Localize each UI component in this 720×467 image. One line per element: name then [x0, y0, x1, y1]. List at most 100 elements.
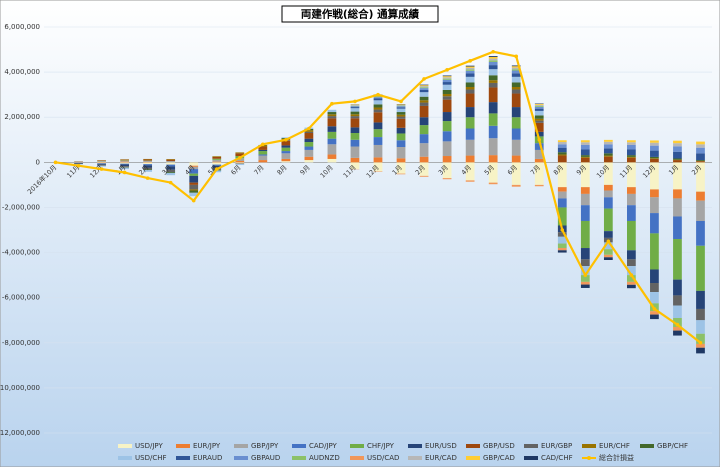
legend-swatch	[292, 444, 306, 448]
bar-segment	[557, 232, 567, 237]
bar-segment	[696, 200, 705, 221]
bar-segment	[488, 75, 498, 81]
line-marker	[261, 142, 265, 147]
bar-segment	[350, 139, 360, 147]
bar-segment	[488, 155, 498, 163]
bar-segment	[511, 117, 521, 129]
bar-segment	[603, 153, 613, 156]
bar-segment	[373, 162, 383, 172]
bar-segment	[350, 133, 360, 140]
bar-segment	[488, 69, 498, 76]
bar-segment	[534, 118, 544, 121]
bar-segment	[627, 144, 636, 150]
bar-segment	[373, 98, 383, 101]
bar-segment	[603, 242, 613, 250]
bar-segment	[534, 122, 544, 132]
bar-segment	[673, 239, 682, 280]
line-marker	[237, 156, 242, 160]
bar-segment	[557, 147, 567, 153]
y-tick-label: -4,000,000	[2, 249, 40, 257]
bar-segment	[396, 116, 406, 119]
bar-segment	[396, 107, 406, 109]
bar-segment	[465, 82, 475, 87]
bar-segment	[189, 190, 199, 193]
bar-segment	[465, 69, 475, 71]
bar-segment	[557, 243, 567, 249]
bar-segment	[373, 96, 383, 98]
bar-segment	[396, 158, 406, 163]
bar-segment	[373, 104, 383, 108]
bar-segment	[534, 115, 544, 119]
bar-segment	[166, 172, 176, 173]
bar-segment	[650, 158, 659, 159]
bar-segment	[534, 143, 544, 150]
legend-label: EUR/GBP	[541, 442, 572, 450]
bar-segment	[327, 131, 337, 139]
bar-segment	[465, 155, 475, 163]
bar-segment	[396, 140, 406, 147]
bar-segment	[419, 86, 429, 88]
bar-segment	[442, 156, 452, 163]
legend-swatch	[582, 444, 596, 448]
legend-swatch	[118, 456, 132, 460]
bar-segment	[673, 140, 682, 144]
bar-segment	[488, 56, 498, 57]
bar-segment	[511, 73, 521, 77]
bar-segment	[511, 93, 521, 108]
bar-segment	[627, 187, 636, 194]
bar-segment	[580, 259, 590, 267]
line-marker	[537, 137, 542, 142]
bar-segment	[189, 173, 199, 176]
bar-segment	[373, 100, 383, 105]
bar-segment	[465, 73, 475, 77]
bar-segment	[696, 153, 705, 161]
bar-segment	[258, 151, 268, 155]
bar-segment	[304, 131, 314, 134]
legend-swatch	[176, 444, 190, 448]
bar-segment	[419, 105, 429, 118]
bar-segment	[488, 87, 498, 103]
line-marker	[307, 126, 311, 131]
bar-segment	[511, 76, 521, 83]
bar-segment	[650, 142, 659, 146]
legend-swatch	[350, 444, 364, 448]
bar-segment	[603, 184, 613, 191]
bar-segment	[396, 173, 406, 175]
bar-segment	[442, 96, 452, 100]
line-marker	[445, 68, 449, 72]
bar-segment	[465, 65, 475, 67]
bar-segment	[603, 148, 613, 154]
line-marker	[422, 77, 426, 81]
y-tick-label: 2,000,000	[4, 113, 40, 121]
legend-label: EUR/USD	[425, 442, 457, 450]
legend-label: 総合計損益	[599, 453, 634, 462]
bar-segment	[189, 189, 199, 191]
bar-segment	[419, 96, 429, 101]
bar-segment	[627, 193, 636, 206]
bar-segment	[673, 198, 682, 217]
bar-segment	[373, 144, 383, 158]
bar-segment	[465, 180, 475, 182]
bar-segment	[511, 107, 521, 118]
bar-segment	[603, 155, 613, 157]
bar-segment	[534, 104, 544, 106]
bar-segment	[327, 138, 337, 145]
bar-segment	[650, 233, 659, 270]
bar-segment	[696, 320, 705, 334]
bar-segment	[650, 197, 659, 214]
bar-segment	[557, 187, 567, 192]
bar-segment	[557, 191, 567, 199]
bar-segment	[696, 220, 705, 246]
bar-segment	[650, 311, 659, 315]
bar-segment	[488, 102, 498, 114]
bar-segment	[212, 162, 222, 165]
bar-segment	[557, 152, 567, 155]
bar-segment	[373, 157, 383, 163]
bar-segment	[281, 147, 291, 152]
bar-segment	[650, 145, 659, 151]
bar-segment	[580, 144, 590, 150]
bar-segment	[212, 164, 222, 166]
bar-segment	[488, 56, 498, 59]
bar-segment	[580, 155, 590, 157]
bar-segment	[673, 151, 682, 159]
